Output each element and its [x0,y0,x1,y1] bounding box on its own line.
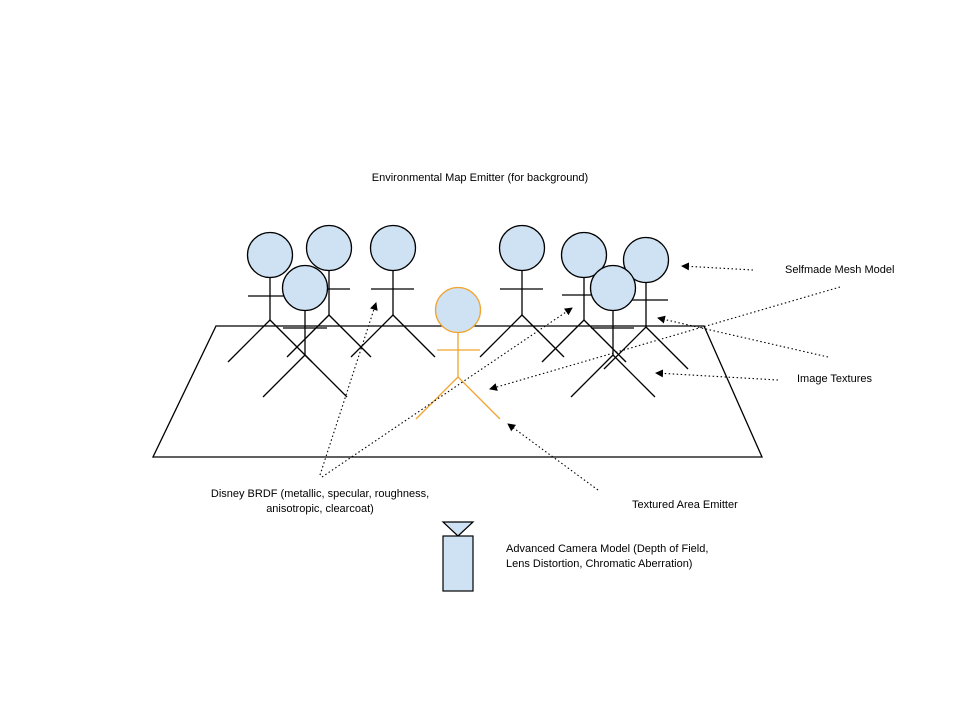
person-head [246,231,294,279]
person-icon [262,310,348,398]
mesh-heads-front [281,264,637,312]
label-camera-line2: Lens Distortion, Chromatic Aberration) [506,558,693,570]
camera-lens [441,521,475,537]
camera-icon [441,521,475,592]
arrow-brdf-2 [321,307,573,478]
mesh-figures-front [262,310,656,398]
person-head [369,224,417,272]
person-icon [603,283,689,370]
arrow-brdf-1 [319,302,378,476]
label-area-emitter: Textured Area Emitter [632,499,738,511]
label-camera: Advanced Camera Model (Depth of Field, L… [506,542,708,572]
label-camera-line1: Advanced Camera Model (Depth of Field, [506,543,709,555]
person-icon [570,310,656,398]
person-head [498,224,546,272]
emitter-person-icon [415,286,501,420]
person-head [622,236,670,284]
arrow-area-emitter [507,423,599,491]
person-head [589,264,637,312]
label-image-textures: Image Textures [797,373,873,385]
person-head [281,264,329,312]
person-head [305,224,353,272]
annotation-arrows [319,262,841,491]
label-environment-map: Environmental Map Emitter (for backgroun… [371,172,589,184]
label-disney-brdf-line1: Disney BRDF (metallic, specular, roughne… [210,488,430,500]
mesh-figures [227,271,689,370]
camera-body [442,535,474,592]
label-disney-brdf-line2: anisotropic, clearcoat) [266,503,374,515]
arrow-image-textures-2 [655,369,779,381]
person-icon [350,271,436,358]
mesh-heads-back [246,224,670,284]
label-mesh-model: Selfmade Mesh Model [785,264,895,276]
floor-plane [151,325,763,458]
person-head [560,231,608,279]
arrow-mesh-model [681,262,754,271]
label-disney-brdf: Disney BRDF (metallic, specular, roughne… [190,487,450,517]
arrow-mesh-model-2 [489,286,841,391]
arrow-image-textures-1 [657,315,829,358]
person-icon [479,271,565,358]
